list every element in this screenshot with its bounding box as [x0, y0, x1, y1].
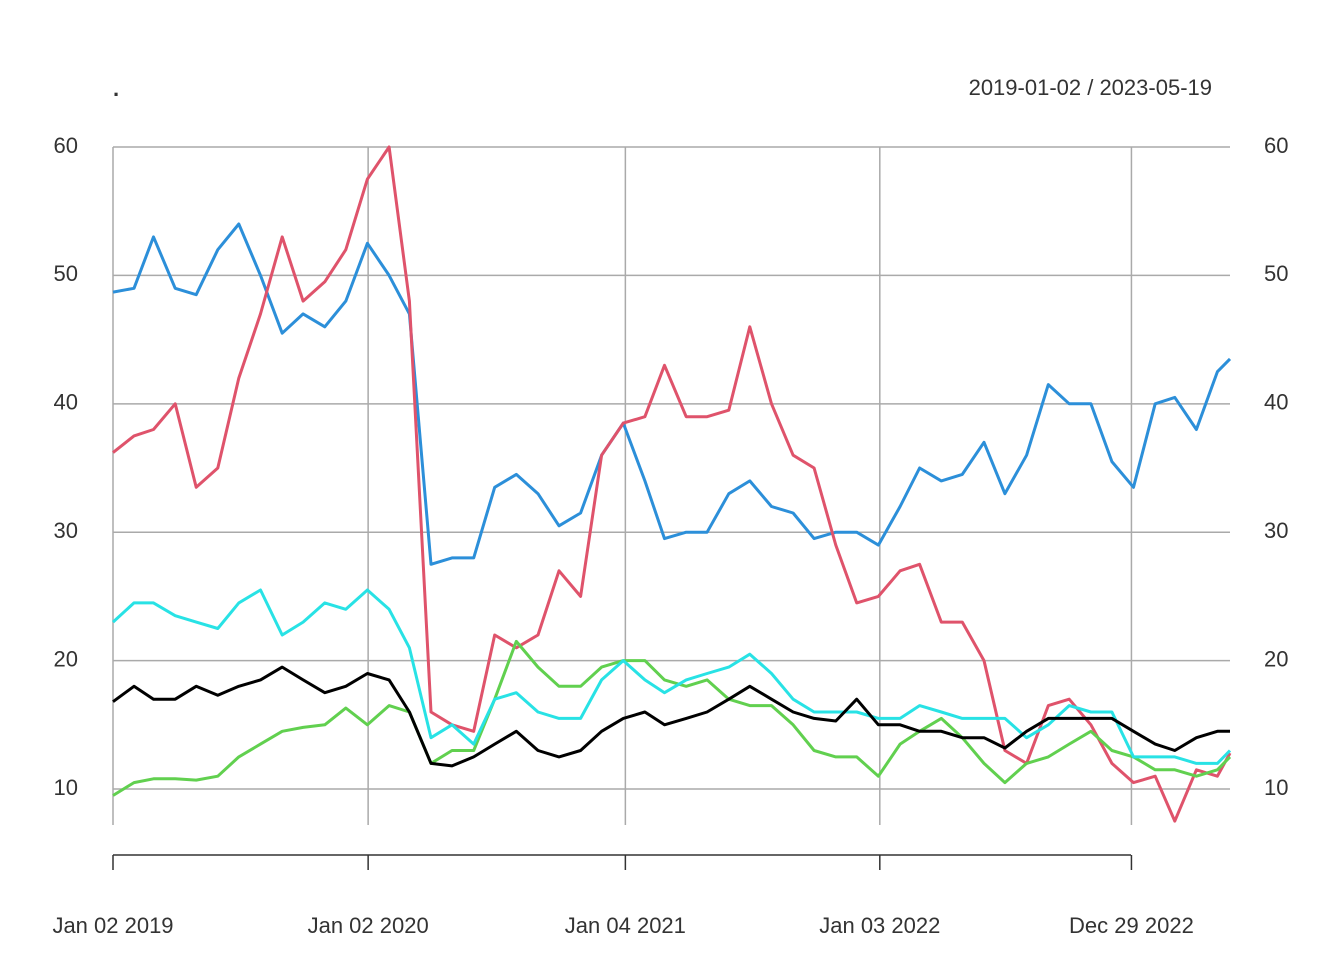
x-tick-label: Jan 02 2020: [308, 913, 429, 938]
x-tick-label: Jan 02 2019: [52, 913, 173, 938]
y-tick-label-right: 30: [1264, 518, 1288, 543]
y-tick-label: 60: [54, 133, 78, 158]
series-line: [112, 639, 1232, 797]
y-tick-label-right: 10: [1264, 775, 1288, 800]
y-tick-label: 20: [54, 646, 78, 671]
y-tick-label-right: 60: [1264, 133, 1288, 158]
chart-title: .: [113, 76, 119, 101]
y-tick-label-right: 20: [1264, 646, 1288, 671]
date-range: 2019-01-02 / 2023-05-19: [969, 75, 1212, 100]
y-tick-label-right: 50: [1264, 261, 1288, 286]
y-tick-label: 50: [54, 261, 78, 286]
y-tick-label-right: 40: [1264, 390, 1288, 415]
series-line: [112, 222, 1232, 566]
series-line: [111, 588, 1232, 765]
x-tick-label: Jan 04 2021: [565, 913, 686, 938]
series-line: [112, 665, 1230, 768]
series-line: [112, 145, 1232, 823]
x-tick-label: Jan 03 2022: [819, 913, 940, 938]
y-tick-label: 30: [54, 518, 78, 543]
y-tick-label: 40: [54, 390, 78, 415]
y-tick-label: 10: [54, 775, 78, 800]
x-tick-label: Dec 29 2022: [1069, 913, 1194, 938]
